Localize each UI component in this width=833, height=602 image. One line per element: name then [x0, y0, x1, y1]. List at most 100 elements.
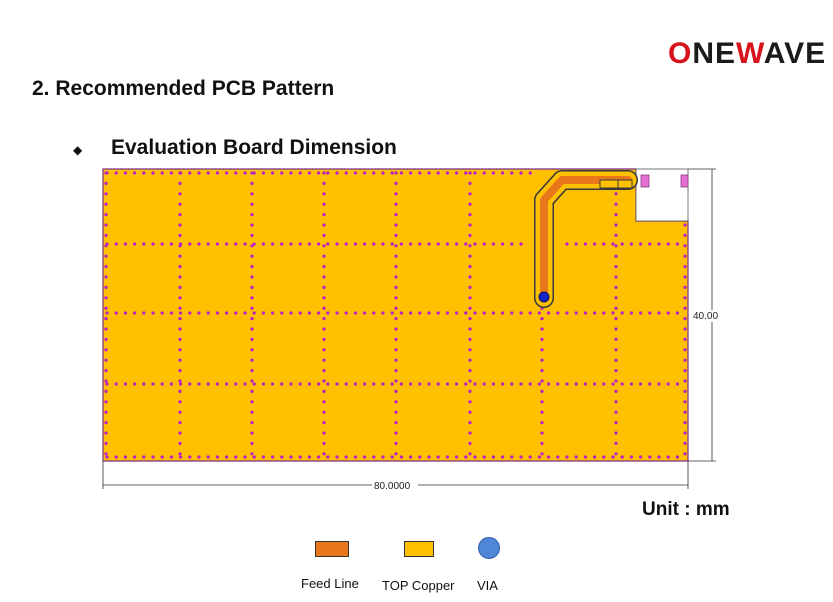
via-dot [394, 233, 398, 237]
via-dot [473, 382, 477, 386]
via-dot [322, 306, 326, 310]
via-dot [250, 337, 254, 341]
via-dot [250, 285, 254, 289]
via-dot [409, 311, 413, 315]
via-dot [298, 382, 302, 386]
via-dot [629, 455, 634, 459]
via-dot [540, 337, 544, 341]
via-dot [225, 455, 229, 459]
via-dot [114, 171, 118, 175]
via-dot [540, 431, 544, 435]
via-dot [372, 171, 376, 175]
via-dot [455, 455, 459, 459]
via-dot [683, 389, 687, 393]
via-dot [104, 296, 108, 300]
via-dot [271, 382, 275, 386]
legend-via-swatch [478, 537, 500, 559]
via-dot [178, 358, 182, 362]
via-dot [215, 311, 219, 315]
via-dot [243, 171, 247, 175]
via-dot [683, 441, 687, 445]
via-dot [104, 171, 108, 175]
via-dot [271, 311, 275, 315]
via-dot [250, 358, 254, 362]
via-dot [363, 455, 367, 459]
via-dot [178, 306, 182, 310]
via-dot [482, 311, 486, 315]
via-dot [574, 382, 578, 386]
via-dot [683, 400, 687, 404]
via-dot [519, 242, 523, 246]
via-dot [250, 213, 254, 217]
via-dot [399, 242, 403, 246]
via-dot [169, 171, 173, 175]
via-dot [123, 171, 127, 175]
via-dot [234, 382, 238, 386]
via-dot [372, 455, 376, 459]
via-dot [178, 171, 182, 175]
via-dot [427, 242, 431, 246]
via-dot [620, 311, 624, 315]
via-dot [322, 421, 326, 425]
via-dot [344, 171, 348, 175]
via-dot [394, 171, 398, 175]
via-dot [540, 389, 544, 393]
via-dot [473, 311, 477, 315]
via-dot [468, 327, 472, 331]
via-dot [322, 223, 326, 227]
via-dot [390, 382, 394, 386]
via-dot [326, 171, 330, 175]
via-dot [468, 171, 472, 175]
via-dot [528, 171, 532, 175]
via-dot [436, 455, 440, 459]
via-dot [418, 382, 422, 386]
via-dot [683, 452, 687, 456]
via-dot [142, 171, 146, 175]
via-dot [142, 455, 146, 459]
via-dot [363, 242, 367, 246]
via-dot [179, 382, 183, 386]
via-dot [317, 242, 321, 246]
via-dot [250, 317, 254, 321]
via-dot [394, 254, 398, 258]
via-dot [482, 242, 486, 246]
via-dot [427, 311, 431, 315]
via-dot [215, 382, 219, 386]
via-dot [372, 242, 376, 246]
feed-pad-2 [617, 179, 633, 189]
via-dot [418, 242, 422, 246]
via-dot [188, 242, 192, 246]
via-dot [250, 327, 254, 331]
via-dot [464, 382, 468, 386]
via-dot [468, 285, 472, 289]
via-dot [250, 306, 254, 310]
via-dot [322, 452, 326, 456]
via-dot [104, 223, 108, 227]
via-dot [620, 242, 624, 246]
via-dot [611, 242, 615, 246]
via-dot [322, 337, 326, 341]
via-dot [298, 171, 302, 175]
via-dot [614, 192, 618, 196]
via-dot [394, 244, 398, 248]
via-dot [160, 311, 164, 315]
height-dimension-label: 40.00 [693, 311, 718, 322]
via-dot [482, 382, 486, 386]
via-dot [614, 327, 618, 331]
via-dot [353, 382, 357, 386]
via-dot [683, 327, 687, 331]
via-dot [473, 242, 477, 246]
via-dot [394, 431, 398, 435]
via-dot [178, 317, 182, 321]
via-dot [206, 242, 210, 246]
via-dot [399, 382, 403, 386]
via-dot [614, 400, 618, 404]
via-dot [104, 441, 108, 445]
via-dot [123, 311, 127, 315]
via-dot [179, 455, 183, 459]
legend-feed-swatch [315, 541, 349, 557]
via-dot [683, 421, 687, 425]
via-dot [683, 369, 687, 373]
via-dot [178, 452, 182, 456]
via-dot [271, 171, 275, 175]
